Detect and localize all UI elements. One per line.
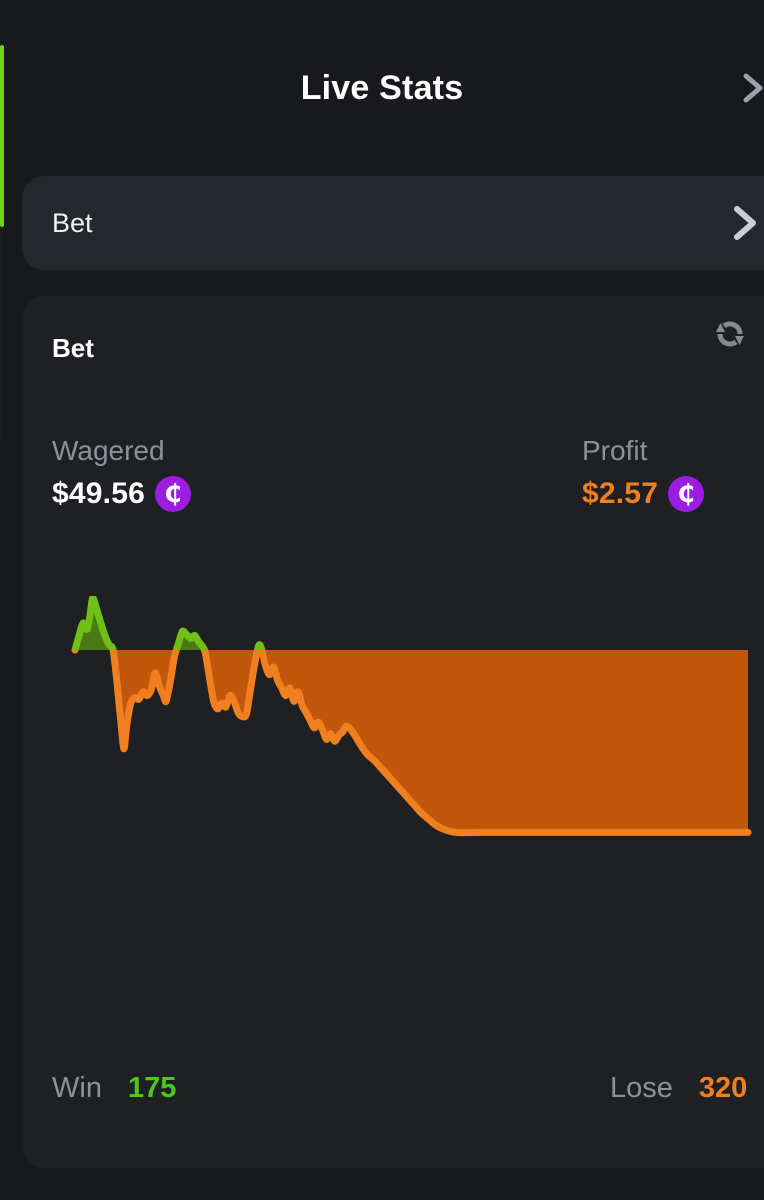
chevron-right-icon[interactable]	[736, 68, 764, 108]
coin-symbol: ₵	[677, 478, 695, 508]
stat-profit-value: $2.57	[582, 477, 659, 510]
bet-selector-label: Bet	[52, 207, 93, 238]
left-edge-accent	[0, 45, 4, 227]
header: Live Stats	[0, 52, 764, 124]
footer-row: Win 175 Lose 320	[22, 1072, 764, 1122]
bet-selector[interactable]: Bet	[22, 176, 764, 270]
live-stats-card: Bet Wagered $49.56 ₵ Profit $2.57	[22, 296, 764, 1168]
stat-wagered-value: $49.56	[52, 477, 145, 510]
card-header: Bet	[52, 328, 764, 368]
stat-profit: Profit $2.57 ₵	[582, 434, 705, 512]
profit-chart-svg	[71, 596, 752, 837]
stats-row: Wagered $49.56 ₵ Profit $2.57 ₵	[22, 434, 764, 554]
card-title: Bet	[52, 332, 94, 363]
left-edge-panel	[0, 227, 3, 442]
coin-symbol: ₵	[164, 478, 182, 508]
chevron-right-icon[interactable]	[728, 201, 762, 245]
chart-line-negative	[71, 650, 752, 837]
profit-chart	[22, 596, 764, 1026]
page-title: Live Stats	[300, 68, 464, 107]
refresh-icon[interactable]	[708, 312, 752, 356]
stat-wagered: Wagered $49.56 ₵	[52, 434, 191, 512]
stat-wagered-value-row: $49.56 ₵	[52, 476, 191, 512]
coin-icon: ₵	[668, 476, 705, 512]
chart-area-negative	[75, 650, 748, 833]
stat-lose: Lose 320	[610, 1072, 747, 1105]
stat-wagered-label: Wagered	[52, 435, 165, 466]
stat-profit-value-row: $2.57 ₵	[582, 476, 705, 512]
stat-profit-label: Profit	[582, 435, 648, 466]
stat-lose-value: 320	[698, 1072, 748, 1104]
stat-win: Win 175	[52, 1072, 176, 1105]
stat-win-value: 175	[127, 1072, 177, 1104]
stat-lose-label: Lose	[610, 1072, 673, 1104]
coin-icon: ₵	[154, 476, 191, 512]
stat-win-label: Win	[52, 1072, 102, 1104]
